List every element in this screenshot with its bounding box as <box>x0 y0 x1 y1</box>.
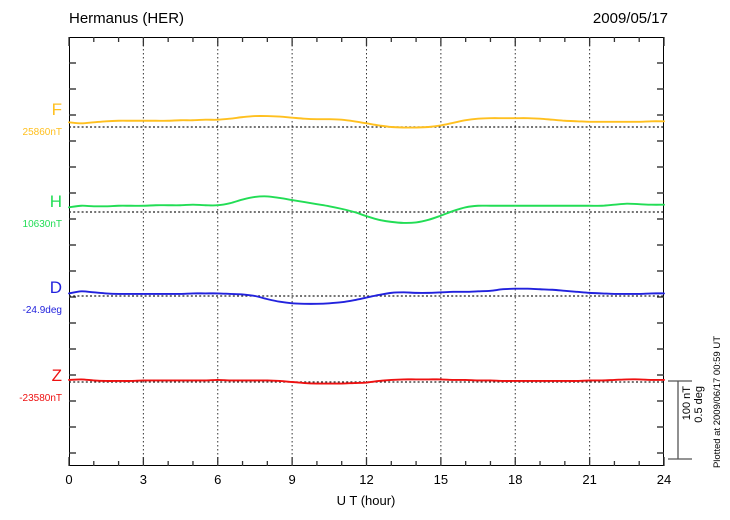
x-tick-label-9: 9 <box>288 472 296 487</box>
x-tick-label-6: 6 <box>214 472 222 487</box>
plot-area <box>69 37 664 466</box>
x-tick-label-15: 15 <box>433 472 449 487</box>
x-tick-label-12: 12 <box>359 472 374 487</box>
observation-date: 2009/05/17 <box>592 10 668 27</box>
component-baseline-H: 10630nT <box>22 219 62 230</box>
component-label-Z: Z <box>51 366 62 385</box>
scale-bar-nt: 100 nT <box>681 386 693 421</box>
x-tick-label-18: 18 <box>508 472 523 487</box>
scale-bar-text: 100 nT <box>681 386 693 423</box>
scale-bar-deg-wrap: 0.5 deg <box>693 386 705 426</box>
plotted-timestamp-text: Plotted at 2009/06/17 00:59 UT <box>712 336 723 469</box>
component-label-F: F <box>51 100 62 119</box>
component-label-H: H <box>49 192 62 211</box>
page-title: Hermanus (HER) <box>69 10 185 27</box>
x-tick-label-24: 24 <box>656 472 672 487</box>
x-tick-label-0: 0 <box>65 472 73 487</box>
x-axis-title: U T (hour) <box>336 493 396 508</box>
component-baseline-D: -24.9deg <box>22 305 62 316</box>
component-baseline-Z: -23580nT <box>19 393 62 404</box>
x-tick-label-21: 21 <box>582 472 597 487</box>
x-tick-label-3: 3 <box>139 472 147 487</box>
scale-bar-deg: 0.5 deg <box>693 386 705 423</box>
component-baseline-F: 25860nT <box>22 127 62 138</box>
component-label-D: D <box>49 278 62 297</box>
x-axis-tick-labels: 0 3 6 9 12 15 18 21 24 <box>0 472 730 492</box>
plotted-timestamp: Plotted at 2009/06/17 00:59 UT <box>712 336 723 471</box>
